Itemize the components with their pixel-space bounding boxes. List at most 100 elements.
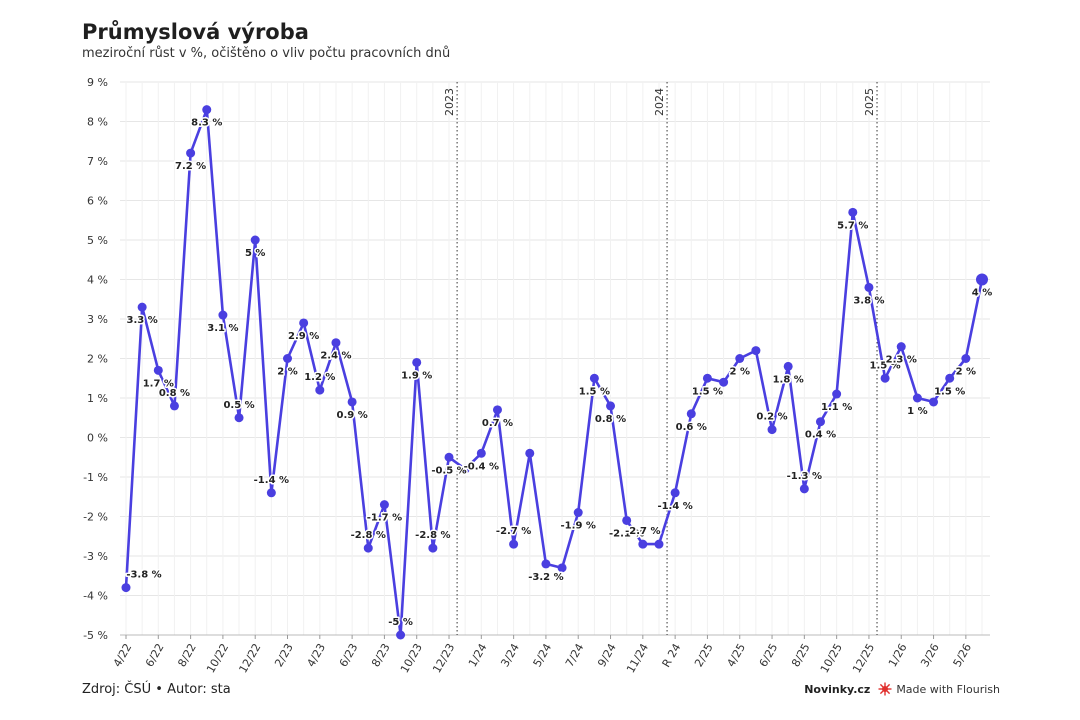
data-label: -1.4 % <box>657 501 692 512</box>
data-point <box>735 354 745 363</box>
data-label: 2 % <box>277 367 297 378</box>
x-tick-label: 6/22 <box>143 641 167 669</box>
data-point <box>525 448 535 458</box>
data-label: 5.7 % <box>837 220 868 231</box>
data-point <box>945 373 955 383</box>
x-tick-label: 5/26 <box>951 641 975 669</box>
data-point <box>460 464 470 474</box>
data-point <box>283 354 293 363</box>
data-label: 1 % <box>907 406 927 417</box>
year-marker-label: 2023 <box>443 88 456 116</box>
x-tick-label: 10/23 <box>398 641 425 675</box>
data-point <box>912 393 922 403</box>
data-point <box>412 357 422 367</box>
data-point <box>234 413 244 423</box>
data-label: 1.5 % <box>692 386 723 397</box>
data-point <box>509 539 519 549</box>
data-point <box>767 425 777 435</box>
x-tick-label: 12/22 <box>236 641 263 675</box>
data-label: 5 % <box>245 248 265 259</box>
data-point <box>541 559 551 569</box>
data-label: 1.5 % <box>869 360 900 371</box>
x-tick-label: 1/24 <box>466 641 490 669</box>
x-tick-label: 2/25 <box>692 641 716 669</box>
data-point <box>702 373 712 383</box>
data-point <box>557 563 567 573</box>
data-label: 1.5 % <box>579 386 610 397</box>
x-tick-label: 4/25 <box>724 641 748 669</box>
data-point <box>202 105 212 115</box>
x-tick-label: 3/24 <box>498 641 522 669</box>
data-point <box>751 346 761 356</box>
data-point <box>137 302 147 312</box>
data-label: 0.8 % <box>595 414 626 425</box>
x-tick-label: 1/26 <box>886 641 910 669</box>
data-point <box>492 405 502 415</box>
x-tick-label: 2/23 <box>272 641 296 669</box>
year-marker-label: 2025 <box>863 88 876 116</box>
data-point <box>315 385 325 395</box>
data-point <box>719 377 729 387</box>
x-tick-label: 10/25 <box>818 641 845 675</box>
data-label: 0.8 % <box>159 388 190 399</box>
data-point <box>444 452 454 462</box>
data-label: -5 % <box>388 617 413 628</box>
data-label: -0.5 % <box>431 465 466 476</box>
x-tick-label: R 24 <box>660 641 684 669</box>
x-tick-label: 5/24 <box>531 641 555 669</box>
data-label: -2.1 % <box>609 528 644 539</box>
y-tick-label: -3 % <box>83 550 108 563</box>
data-label: 8.3 % <box>191 118 222 129</box>
data-label: 2.4 % <box>320 351 351 362</box>
data-label: 0.2 % <box>756 412 787 423</box>
chart-subtitle: meziroční růst v %, očištěno o vliv počt… <box>82 46 451 61</box>
data-point <box>815 417 825 427</box>
data-label: 0.7 % <box>482 418 513 429</box>
data-label: 2 % <box>730 367 750 378</box>
data-point <box>363 543 373 553</box>
data-point <box>169 401 179 411</box>
data-point <box>186 148 196 158</box>
data-point <box>589 373 599 383</box>
x-tick-label: 12/25 <box>850 641 877 675</box>
x-tick-label: 3/26 <box>918 641 942 669</box>
y-tick-label: 6 % <box>87 195 108 208</box>
y-tick-label: -1 % <box>83 471 108 484</box>
data-point <box>799 484 809 494</box>
data-point <box>396 630 406 640</box>
x-tick-label: 6/23 <box>337 641 361 669</box>
data-point <box>961 354 971 363</box>
data-point <box>250 235 260 245</box>
data-point <box>153 365 163 375</box>
flourish-credit[interactable]: Made with Flourish <box>878 682 1000 696</box>
data-label: 0.4 % <box>805 430 836 441</box>
data-label: 1.9 % <box>401 370 432 381</box>
data-point <box>622 515 632 525</box>
data-label: 0.5 % <box>223 400 254 411</box>
data-label: -2.8 % <box>415 530 450 541</box>
data-point <box>476 448 486 458</box>
data-point <box>218 310 228 320</box>
x-tick-label: 10/22 <box>204 641 231 675</box>
data-point <box>864 282 874 292</box>
y-tick-label: 2 % <box>87 353 108 366</box>
footer-branding: Novinky.cz Made with Flourish <box>804 682 1000 696</box>
data-point <box>121 583 131 593</box>
data-label: 1.5 % <box>934 386 965 397</box>
y-tick-label: 7 % <box>87 155 108 168</box>
data-point <box>573 508 583 518</box>
brand-logo[interactable]: Novinky.cz <box>804 682 871 696</box>
data-label: 3.3 % <box>127 315 158 326</box>
data-label: -1.7 % <box>367 513 402 524</box>
data-label: -3.8 % <box>126 570 161 581</box>
data-point <box>638 539 648 549</box>
data-point <box>670 488 680 498</box>
x-tick-label: 6/25 <box>757 641 781 669</box>
data-label: 1.2 % <box>304 372 335 383</box>
data-label: 3.8 % <box>853 295 884 306</box>
data-label: 1.8 % <box>773 374 804 385</box>
y-tick-label: -4 % <box>83 590 108 603</box>
data-point <box>686 409 696 419</box>
y-tick-label: 5 % <box>87 234 108 247</box>
